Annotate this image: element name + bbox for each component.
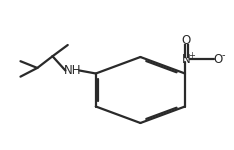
Text: O: O xyxy=(213,53,222,66)
Text: -: - xyxy=(222,51,225,60)
Text: N: N xyxy=(182,53,190,66)
Text: O: O xyxy=(182,34,191,47)
Text: +: + xyxy=(188,51,195,60)
Text: NH: NH xyxy=(64,64,81,77)
